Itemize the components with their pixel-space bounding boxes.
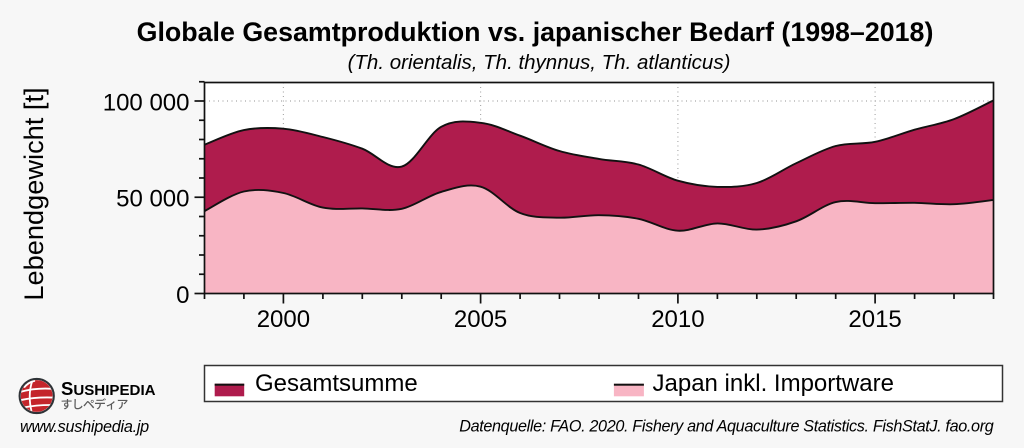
svg-text:Globale Gesamtproduktion vs. j: Globale Gesamtproduktion vs. japanischer…	[137, 17, 934, 47]
svg-text:2000: 2000	[257, 306, 310, 333]
svg-text:(Th. orientalis, Th. thynnus,: (Th. orientalis, Th. thynnus, Th. atlant…	[348, 51, 731, 74]
svg-text:2010: 2010	[651, 306, 704, 333]
svg-text:2015: 2015	[848, 306, 901, 333]
svg-text:Datenquelle: FAO. 2020. Fisher: Datenquelle: FAO. 2020. Fishery and Aqua…	[459, 418, 993, 436]
svg-text:100 000: 100 000	[103, 89, 190, 116]
svg-text:www.sushipedia.jp: www.sushipedia.jp	[20, 418, 149, 436]
svg-text:SUSHIPEDIA: SUSHIPEDIA	[61, 378, 156, 399]
svg-text:2005: 2005	[454, 306, 507, 333]
svg-text:0: 0	[176, 282, 189, 309]
svg-text:Lebendgewicht [t]: Lebendgewicht [t]	[18, 87, 49, 300]
svg-text:Japan inkl. Importware: Japan inkl. Importware	[653, 370, 894, 397]
svg-text:50 000: 50 000	[116, 186, 189, 213]
svg-text:Gesamtsumme: Gesamtsumme	[255, 370, 418, 397]
